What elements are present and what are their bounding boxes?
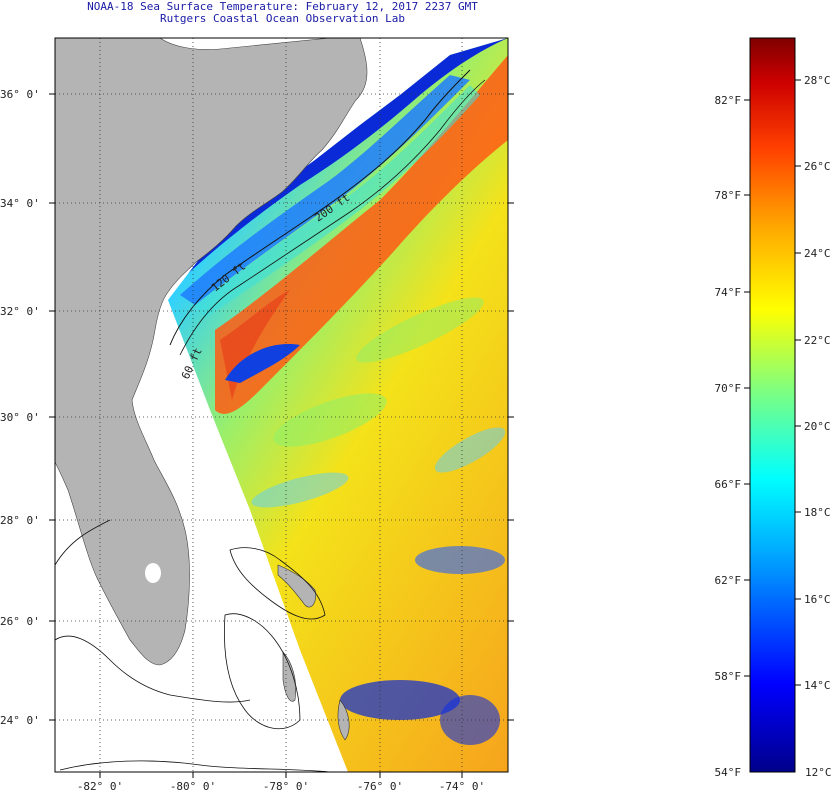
lat-label-34: 34° 0' (0, 197, 40, 210)
lon-label-82: -82° 0' (77, 780, 123, 793)
map-frame (54, 37, 509, 773)
colorbar-label-74f: 74°F (715, 286, 742, 299)
colorbar-label-22c: 22°C (804, 334, 831, 347)
colorbar-label-20c: 20°C (804, 420, 831, 433)
colorbar-label-54f: 54°F (715, 766, 742, 779)
colorbar-label-28c: 28°C (804, 74, 831, 87)
lat-label-36: 36° 0' (0, 88, 40, 101)
colorbar-label-16c: 16°C (804, 593, 831, 606)
colorbar-label-24c: 24°C (804, 247, 831, 260)
lat-label-32: 32° 0' (0, 305, 40, 318)
lat-label-30: 30° 0' (0, 411, 40, 424)
contour-line (169, 69, 471, 346)
colorbar-label-14c: 14°C (804, 679, 831, 692)
colorbar-label-70f: 70°F (715, 382, 742, 395)
land-mass (55, 38, 368, 666)
title-line-2: Rutgers Coastal Ocean Observation Lab (159, 12, 406, 25)
title-line-1: NOAA-18 Sea Surface Temperature: Februar… (87, 0, 478, 13)
colorbar-label-26c: 26°C (804, 160, 831, 173)
colorbar-label-78f: 78°F (715, 189, 742, 202)
lon-label-76: -76° 0' (357, 780, 403, 793)
colorbar-label-66f: 66°F (715, 478, 742, 491)
colorbar-label-82f: 82°F (715, 94, 742, 107)
lon-label-80: -80° 0' (170, 780, 216, 793)
lat-label-26: 26° 0' (0, 615, 40, 628)
colorbar-label-18c: 18°C (804, 506, 831, 519)
map-ticks (49, 93, 514, 778)
lat-label-24: 24° 0' (0, 714, 40, 727)
colorbar (749, 37, 796, 773)
colorbar-label-62f: 62°F (715, 574, 742, 587)
colorbar-label-58f: 58°F (715, 670, 742, 683)
lon-label-74: -74° 0' (439, 780, 485, 793)
colorbar-label-12c: 12°C (805, 766, 832, 779)
lon-label-78: -78° 0' (263, 780, 309, 793)
lat-label-28: 28° 0' (0, 514, 40, 527)
